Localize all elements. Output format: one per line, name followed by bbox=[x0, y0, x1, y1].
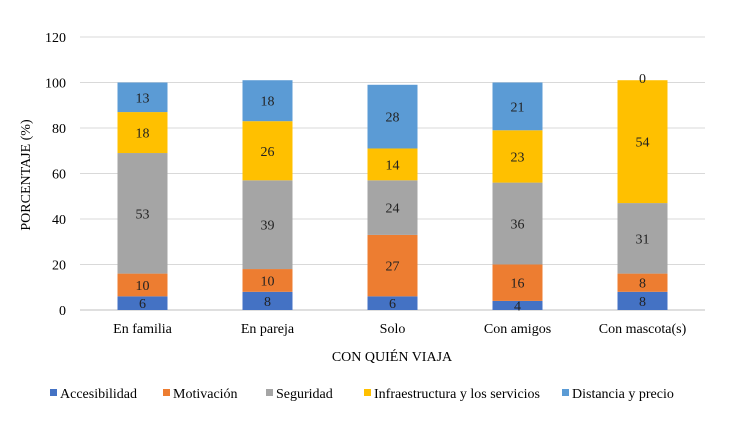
data-label: 31 bbox=[636, 232, 650, 247]
legend-label: Motivación bbox=[173, 387, 238, 402]
x-axis-title: CON QUIÉN VIAJA bbox=[332, 348, 453, 365]
data-label: 8 bbox=[639, 277, 646, 292]
data-label: 54 bbox=[636, 136, 650, 151]
data-label: 10 bbox=[261, 274, 275, 289]
y-tick-label: 80 bbox=[52, 122, 66, 137]
data-label: 26 bbox=[261, 145, 275, 160]
y-tick-label: 0 bbox=[59, 304, 66, 319]
bar-segment bbox=[117, 82, 168, 113]
bar-segment bbox=[242, 269, 293, 292]
legend-swatch bbox=[163, 389, 170, 396]
bar-segment bbox=[367, 180, 418, 235]
bar-segment bbox=[117, 273, 168, 297]
y-tick-label: 20 bbox=[52, 259, 66, 274]
data-label: 8 bbox=[639, 295, 646, 310]
y-tick-label: 40 bbox=[52, 213, 66, 228]
data-label: 18 bbox=[136, 127, 150, 142]
legend-swatch bbox=[266, 389, 273, 396]
data-label: 10 bbox=[136, 279, 150, 294]
data-label: 16 bbox=[511, 277, 525, 292]
data-label: 36 bbox=[511, 218, 525, 233]
x-tick-label: En pareja bbox=[241, 322, 295, 337]
bar-segment bbox=[617, 273, 668, 292]
x-tick-label: En familia bbox=[113, 322, 172, 337]
x-tick-label: Con mascota(s) bbox=[599, 322, 687, 337]
bar-segment bbox=[617, 80, 668, 204]
bar-segment bbox=[117, 296, 168, 310]
x-tick-label: Con amigos bbox=[484, 322, 551, 337]
y-tick-label: 100 bbox=[45, 77, 66, 92]
y-tick-label: 60 bbox=[52, 168, 66, 183]
data-label: 27 bbox=[386, 260, 400, 275]
data-label: 21 bbox=[511, 100, 525, 115]
legend-swatch bbox=[364, 389, 371, 396]
y-axis-title: PORCENTAJE (%) bbox=[19, 119, 34, 231]
bar-segment bbox=[492, 300, 543, 310]
bar-segment bbox=[242, 80, 293, 122]
data-label: 6 bbox=[389, 297, 396, 312]
bar-segment bbox=[617, 203, 668, 274]
data-label: 6 bbox=[139, 297, 146, 312]
bar-segment bbox=[492, 264, 543, 301]
legend-label: Seguridad bbox=[276, 387, 333, 402]
data-label: 28 bbox=[386, 111, 400, 126]
legend-label: Infraestructura y los servicios bbox=[374, 387, 540, 402]
bar-segment bbox=[367, 84, 418, 149]
data-label: 23 bbox=[511, 150, 525, 165]
legend-label: Accesibilidad bbox=[60, 387, 137, 402]
legend-swatch bbox=[50, 389, 57, 396]
bar-segment bbox=[492, 82, 543, 131]
bar-segment bbox=[242, 291, 293, 310]
data-label: 14 bbox=[386, 158, 400, 173]
bar-segment bbox=[492, 182, 543, 265]
bar-segment bbox=[242, 180, 293, 270]
x-tick-label: Solo bbox=[380, 322, 406, 337]
data-label: 8 bbox=[264, 295, 271, 310]
legend-swatch bbox=[562, 389, 569, 396]
y-tick-label: 120 bbox=[45, 31, 66, 46]
bar-segment bbox=[242, 121, 293, 181]
data-label: 13 bbox=[136, 91, 150, 106]
data-label: 4 bbox=[514, 299, 521, 314]
bar-segment bbox=[492, 130, 543, 183]
bar-segment bbox=[117, 153, 168, 274]
bar-segment bbox=[617, 291, 668, 310]
legend-label: Distancia y precio bbox=[572, 387, 674, 402]
bar-segment bbox=[367, 148, 418, 181]
bar-segment bbox=[117, 112, 168, 154]
data-label: 18 bbox=[261, 95, 275, 110]
bar-segment bbox=[367, 296, 418, 310]
data-label: 39 bbox=[261, 219, 275, 234]
data-label: 53 bbox=[136, 207, 150, 222]
data-label: 24 bbox=[386, 202, 400, 217]
data-label: 0 bbox=[639, 72, 646, 87]
bar-segment bbox=[367, 234, 418, 297]
